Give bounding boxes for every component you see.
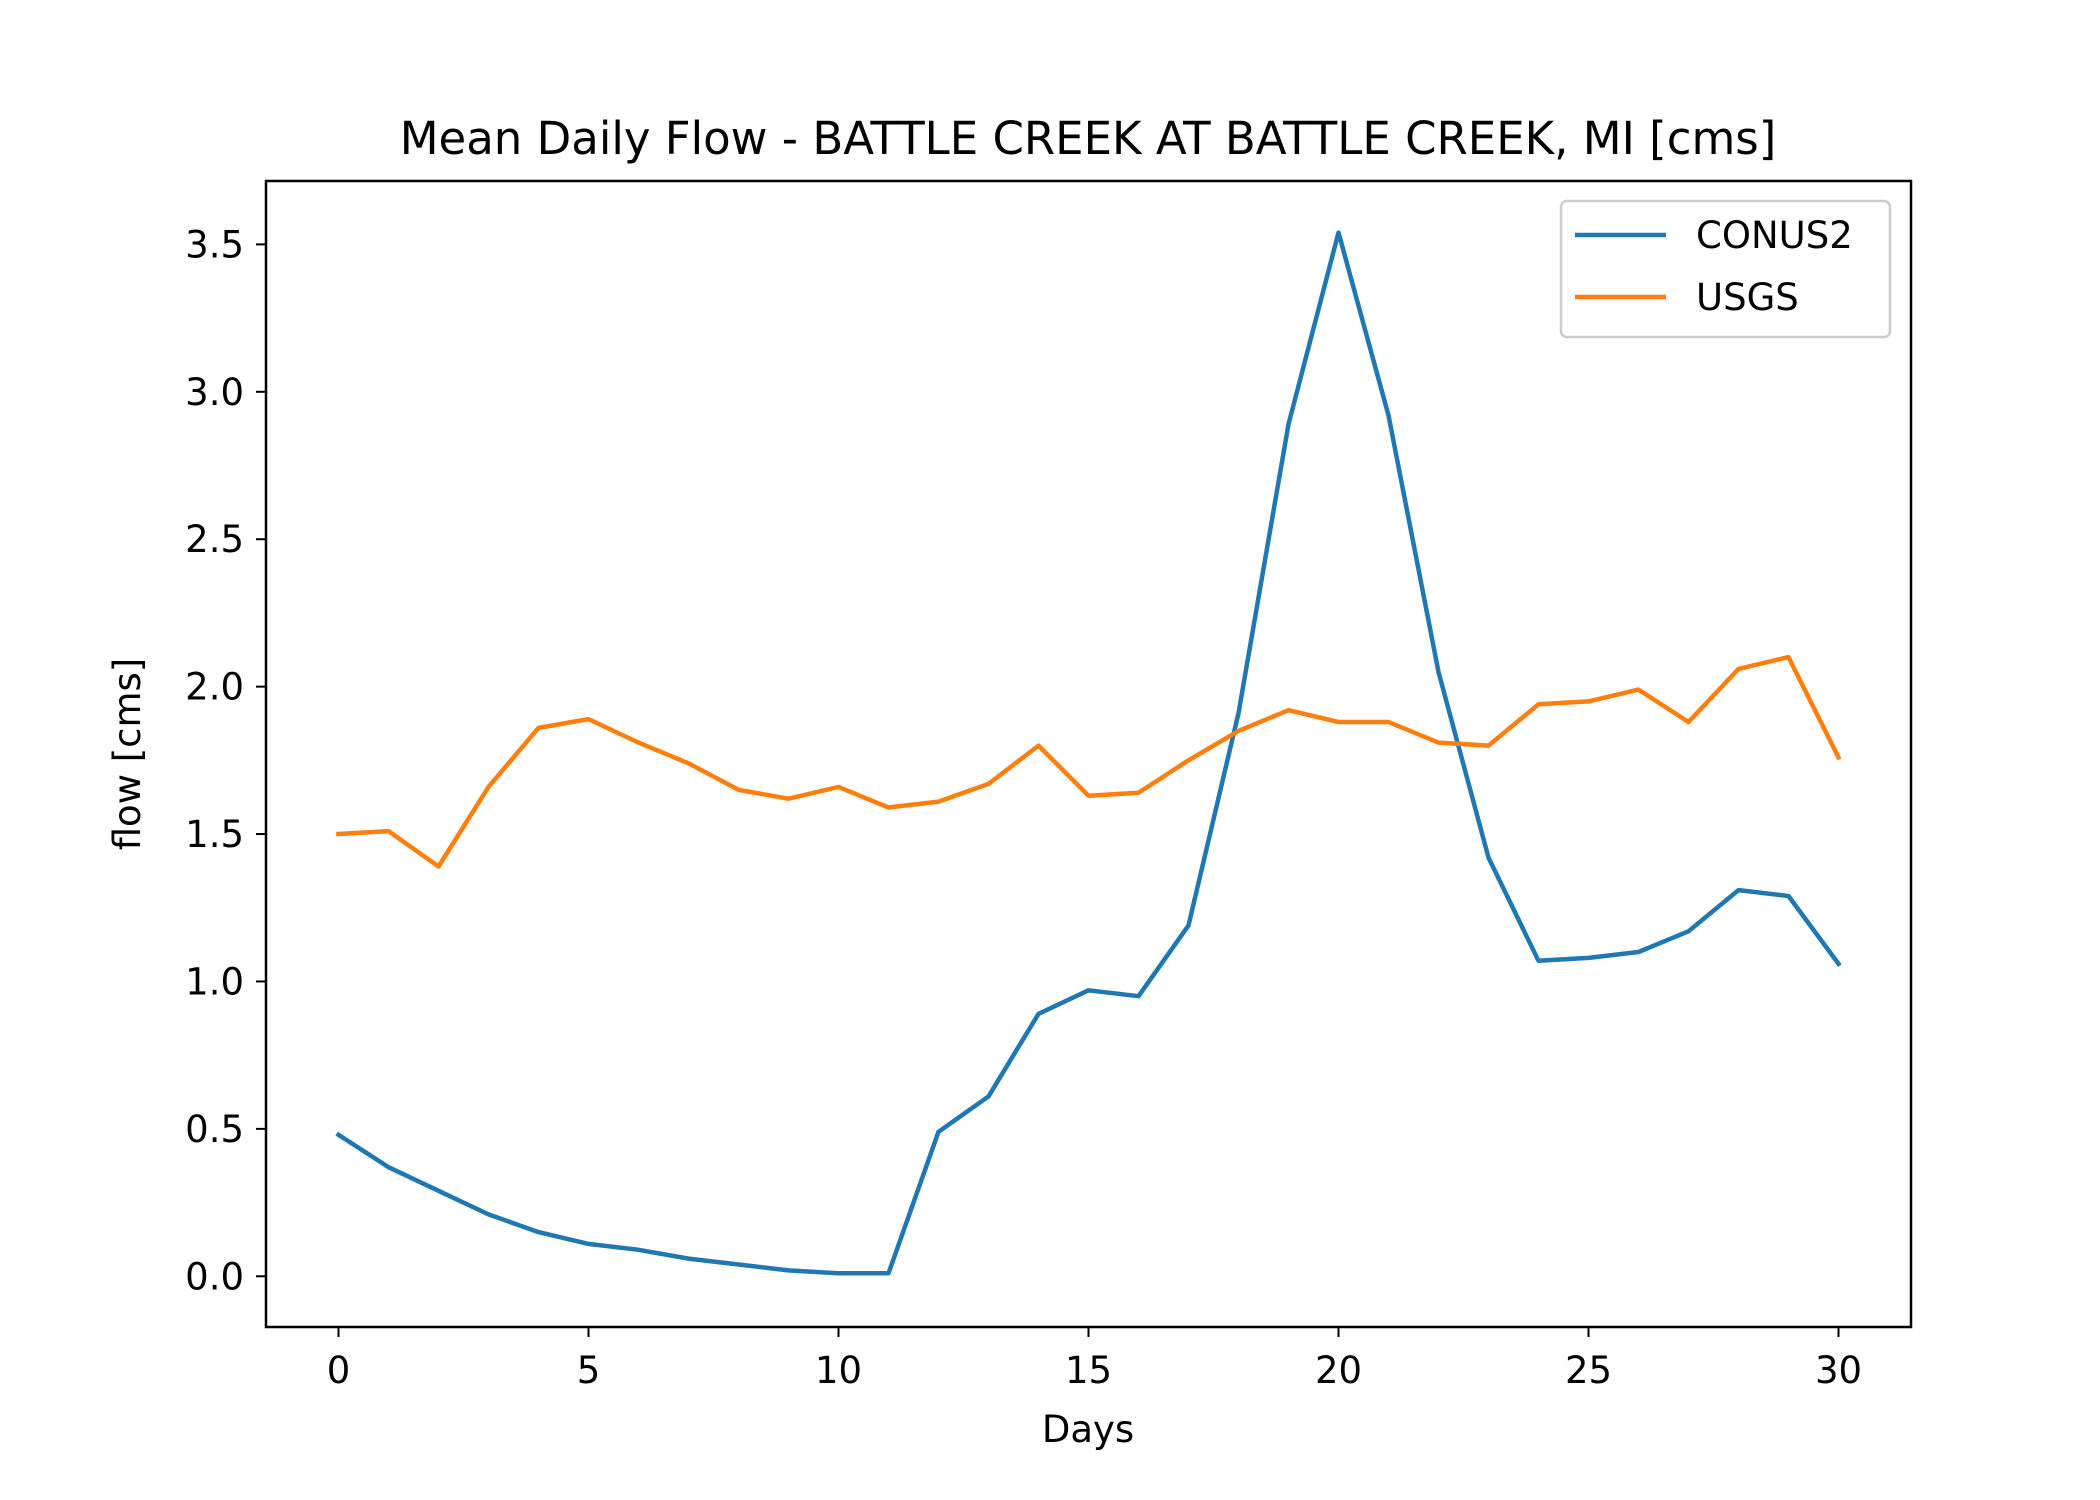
y-tick-label: 3.0 bbox=[185, 371, 244, 414]
series-layer bbox=[335, 230, 1842, 1276]
series-line-usgs bbox=[336, 654, 1842, 869]
legend-label-conus2: CONUS2 bbox=[1696, 214, 1853, 257]
x-tick-label: 15 bbox=[1065, 1349, 1112, 1392]
y-axis-title: flow [cms] bbox=[106, 658, 149, 851]
x-tick-label: 25 bbox=[1565, 1349, 1612, 1392]
y-tick-label: 1.0 bbox=[185, 960, 244, 1003]
y-tick-label: 0.0 bbox=[185, 1255, 244, 1298]
legend-label-usgs: USGS bbox=[1696, 276, 1799, 319]
x-axis-title: Days bbox=[1042, 1408, 1134, 1451]
y-axis: 0.0 0.5 1.0 1.5 2.0 2.5 3.0 3.5 bbox=[185, 223, 266, 1298]
x-tick-label: 0 bbox=[327, 1349, 351, 1392]
y-tick-label: 3.5 bbox=[185, 223, 244, 266]
x-tick-label: 10 bbox=[815, 1349, 862, 1392]
legend: CONUS2 USGS bbox=[1559, 199, 1892, 339]
plot-frame bbox=[264, 179, 1913, 1329]
x-tick-label: 30 bbox=[1815, 1349, 1862, 1392]
y-tick-label: 1.5 bbox=[185, 813, 244, 856]
y-tick-label: 2.0 bbox=[185, 666, 244, 709]
series-line-conus2 bbox=[335, 230, 1842, 1276]
x-tick-label: 5 bbox=[577, 1349, 601, 1392]
y-tick-label: 0.5 bbox=[185, 1108, 244, 1151]
chart-title: Mean Daily Flow - BATTLE CREEK AT BATTLE… bbox=[400, 112, 1777, 165]
x-axis: 0 5 10 15 20 25 30 bbox=[327, 1327, 1862, 1392]
x-tick-label: 20 bbox=[1315, 1349, 1362, 1392]
y-tick-label: 2.5 bbox=[185, 518, 244, 561]
